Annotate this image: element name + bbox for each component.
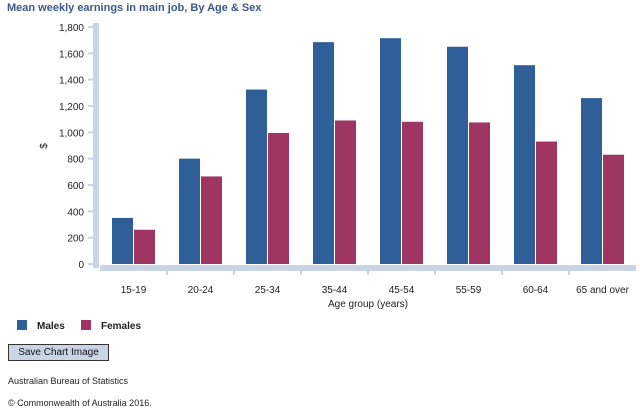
bar-males-25-34 bbox=[246, 89, 267, 265]
x-tick-label: 35-44 bbox=[322, 285, 348, 296]
copyright-text: © Commonwealth of Australia 2016. bbox=[8, 398, 152, 408]
y-tick-label: 1,000 bbox=[59, 128, 84, 139]
y-tick-label: 600 bbox=[67, 181, 84, 192]
y-tick-label: 1,800 bbox=[59, 23, 84, 34]
bar-females-25-34 bbox=[268, 132, 289, 264]
bar-females-65-and-over bbox=[603, 154, 624, 264]
females-swatch bbox=[81, 320, 91, 330]
bars bbox=[112, 38, 624, 265]
y-axis: 0 200 400 600 800 1,000 1,200 1,400 1,600 1,800 bbox=[59, 23, 99, 271]
x-axis-title: Age group (years) bbox=[328, 299, 408, 310]
x-tick-label: 25-34 bbox=[255, 285, 281, 296]
y-tick-label: 1,400 bbox=[59, 76, 84, 87]
y-tick-label: 400 bbox=[67, 207, 84, 218]
y-tick-label: 1,600 bbox=[59, 49, 84, 60]
bar-males-60-64 bbox=[514, 65, 535, 264]
x-tick-label: 60-64 bbox=[523, 285, 549, 296]
x-tick-label: 15-19 bbox=[121, 285, 147, 296]
bar-chart: 0 200 400 600 800 1,000 1,200 1,400 1,600 1,800 1… bbox=[39, 23, 636, 310]
bar-females-45-54 bbox=[402, 121, 423, 264]
x-tick-label: 45-54 bbox=[389, 285, 415, 296]
bar-males-15-19 bbox=[112, 217, 133, 264]
legend-label-females: Females bbox=[101, 321, 142, 332]
bar-males-55-59 bbox=[447, 46, 468, 264]
source-text: Australian Bureau of Statistics bbox=[8, 376, 129, 386]
y-tick-label: 1,200 bbox=[59, 102, 84, 113]
x-tick-label: 20-24 bbox=[188, 285, 214, 296]
bar-males-35-44 bbox=[313, 42, 334, 265]
bar-females-60-64 bbox=[536, 141, 557, 264]
y-tick-label: 200 bbox=[67, 234, 84, 245]
bar-females-15-19 bbox=[134, 229, 155, 264]
y-tick-label: 0 bbox=[78, 260, 84, 271]
bar-females-35-44 bbox=[335, 120, 356, 264]
bar-males-20-24 bbox=[179, 158, 200, 264]
legend-label-males: Males bbox=[37, 321, 65, 332]
x-tick-label: 65 and over bbox=[576, 285, 629, 296]
males-swatch bbox=[17, 320, 27, 330]
bar-females-55-59 bbox=[469, 122, 490, 264]
bar-females-20-24 bbox=[201, 176, 222, 264]
bar-males-45-54 bbox=[380, 38, 401, 264]
bar-males-65-and-over bbox=[581, 98, 602, 264]
chart-title: Mean weekly earnings in main job, By Age… bbox=[7, 2, 262, 14]
legend-item-females: Females bbox=[81, 320, 141, 332]
y-tick-label: 800 bbox=[67, 155, 84, 166]
y-axis-title: $ bbox=[39, 143, 50, 149]
x-axis: 15-19 20-24 25-34 35-44 45-54 55-59 60-64 65 an… bbox=[100, 265, 636, 296]
x-tick-label: 55-59 bbox=[456, 285, 482, 296]
legend-item-males: Males bbox=[17, 320, 65, 332]
save-chart-image-button[interactable]: Save Chart Image bbox=[8, 344, 109, 361]
y-axis-line bbox=[93, 23, 99, 268]
